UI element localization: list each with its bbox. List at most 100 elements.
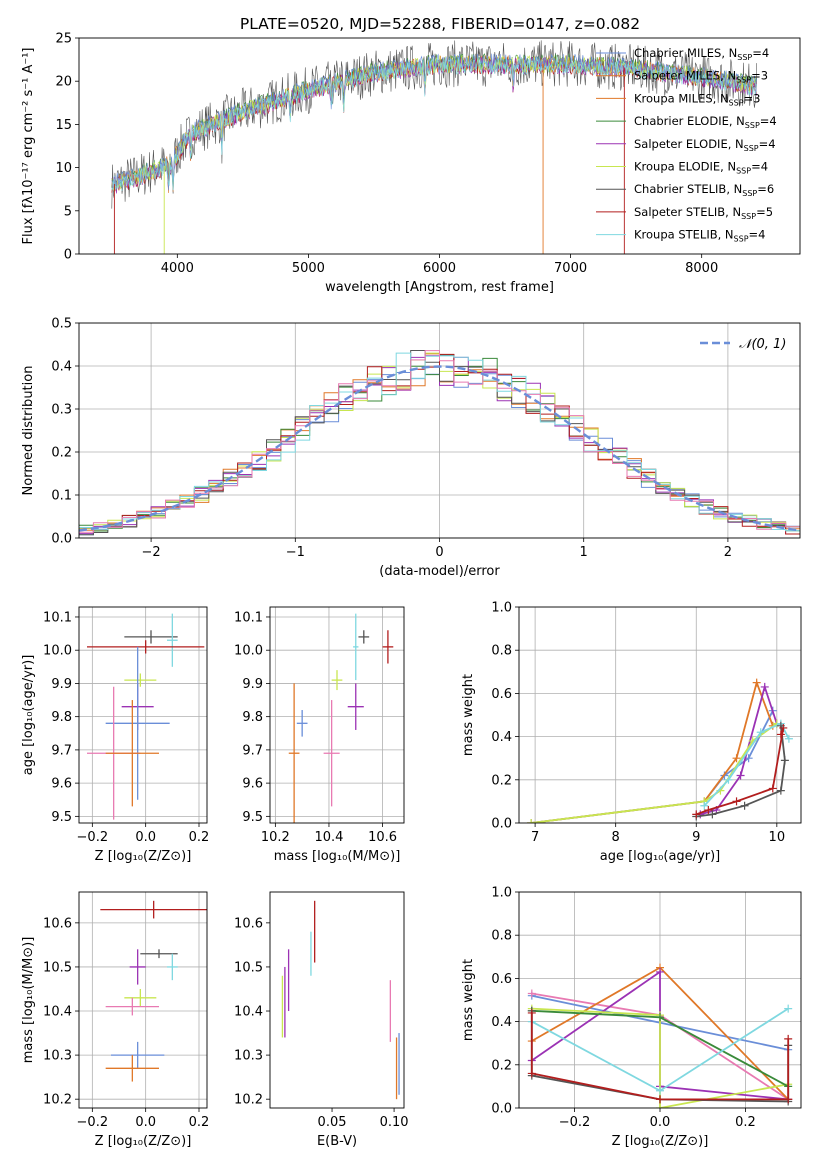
legend-sub: SSP bbox=[744, 144, 759, 153]
plot-area bbox=[270, 607, 404, 823]
x-tick-label: 7 bbox=[531, 830, 539, 845]
legend-entry: Chabrier ELODIE, NSSP=4 bbox=[634, 114, 777, 130]
y-tick-label: 10.6 bbox=[43, 916, 72, 931]
y-tick-label: 5 bbox=[64, 204, 72, 219]
x-axis-label: Z [log₁₀(Z/Z⊙)] bbox=[95, 849, 192, 864]
y-axis-label: mass weight bbox=[461, 959, 476, 1041]
y-tick-label: 0.2 bbox=[51, 446, 72, 461]
axes-frame bbox=[78, 322, 801, 539]
legend-entry: Salpeter STELIB, NSSP=5 bbox=[634, 205, 773, 221]
series-marker bbox=[756, 728, 765, 737]
legend-entry: Salpeter MILES, NSSP=3 bbox=[634, 69, 768, 85]
series-marker bbox=[776, 786, 785, 795]
x-tick-label: 0.10 bbox=[380, 1115, 409, 1130]
y-tick-label: 0.4 bbox=[491, 730, 512, 745]
y-tick-label: 10.3 bbox=[234, 1049, 263, 1064]
legend-sub: SSP bbox=[737, 53, 752, 62]
series-marker bbox=[784, 734, 793, 743]
x-tick-label: 0.0 bbox=[135, 830, 156, 845]
x-tick-label: −2 bbox=[142, 545, 161, 560]
y-tick-label: 0.6 bbox=[491, 972, 512, 987]
spectrum-model-line bbox=[111, 56, 757, 194]
x-tick-label: 0.0 bbox=[135, 1115, 156, 1130]
series-marker bbox=[752, 678, 761, 687]
legend-entry: Chabrier STELIB, NSSP=6 bbox=[634, 182, 774, 198]
y-tick-label: 10.4 bbox=[43, 1005, 72, 1020]
legend-suffix: =4 bbox=[749, 228, 766, 242]
axes-frame bbox=[78, 37, 801, 255]
legend-suffix: =3 bbox=[744, 91, 761, 105]
y-tick-label: 10.2 bbox=[43, 1093, 72, 1108]
x-tick-label: 0.0 bbox=[650, 1115, 671, 1130]
axes-frame bbox=[78, 891, 208, 1109]
series-marker bbox=[700, 801, 709, 810]
series-marker bbox=[656, 1013, 664, 1022]
legend-label: Chabrier ELODIE, N bbox=[634, 114, 745, 128]
x-tick-label: 10.4 bbox=[314, 830, 343, 845]
panel-mass_weight_vs_age: 7 8 9 10 0.0 0.2 0.4 0.6 0.8 1.0 age [log₁₀(age/yr… bbox=[461, 601, 802, 864]
y-tick-label: 1.0 bbox=[491, 886, 512, 901]
histogram-step bbox=[79, 350, 800, 536]
y-tick-label: 9.5 bbox=[242, 810, 263, 825]
x-tick-label: 0.2 bbox=[189, 1115, 210, 1130]
spectrum-data-line bbox=[111, 40, 757, 209]
spectrum-model-line bbox=[111, 53, 757, 191]
x-tick-label: 2 bbox=[724, 545, 732, 560]
legend-entry: Kroupa MILES, NSSP=3 bbox=[634, 91, 760, 107]
series-marker bbox=[656, 1086, 664, 1095]
y-tick-label: 9.5 bbox=[51, 810, 72, 825]
x-axis-label: Z [log₁₀(Z/Z⊙)] bbox=[612, 1134, 709, 1149]
legend-entry: Kroupa ELODIE, NSSP=4 bbox=[634, 160, 768, 176]
y-axis-label: Normed distribution bbox=[21, 366, 36, 496]
y-tick-label: 0.3 bbox=[51, 403, 72, 418]
legend-suffix: =4 bbox=[752, 46, 769, 60]
normal-curve bbox=[79, 365, 800, 532]
axes-frame bbox=[269, 606, 405, 824]
x-tick-label: −0.2 bbox=[77, 830, 109, 845]
plot-area bbox=[79, 323, 800, 538]
panel-age_vs_mass: 10.2 10.4 10.6 9.5 9.6 9.7 9.8 9.9 10.0 10.1 mass … bbox=[234, 606, 405, 864]
legend-suffix: =6 bbox=[757, 182, 774, 196]
y-tick-label: 9.6 bbox=[242, 777, 263, 792]
legend-suffix: =5 bbox=[756, 205, 773, 219]
y-tick-label: 1.0 bbox=[491, 601, 512, 616]
x-tick-label: 0.2 bbox=[189, 830, 210, 845]
panel-spectrum: 4000 5000 6000 7000 8000 0 5 10 15 20 25 wavelength… bbox=[21, 32, 801, 295]
legend-entry: Chabrier MILES, NSSP=4 bbox=[634, 46, 769, 62]
plot-area bbox=[519, 892, 801, 1108]
series-marker bbox=[784, 1004, 793, 1013]
y-tick-label: 10.4 bbox=[234, 1005, 263, 1020]
legend-label: 𝒩(0, 1) bbox=[739, 337, 786, 352]
x-tick-label: 7000 bbox=[554, 261, 587, 276]
panel-mass_vs_Z: −0.2 0.0 0.2 10.2 10.3 10.4 10.5 10.6 Z [log₁₀(Z… bbox=[21, 891, 210, 1149]
x-axis-label: age [log₁₀(age/yr)] bbox=[600, 849, 721, 864]
y-tick-label: 0.1 bbox=[51, 489, 72, 504]
legend-sub: SSP bbox=[741, 212, 756, 221]
series-line bbox=[531, 1007, 789, 1108]
y-tick-label: 10.0 bbox=[43, 644, 72, 659]
y-tick-label: 0.4 bbox=[491, 1015, 512, 1030]
legend-suffix: =3 bbox=[751, 69, 768, 83]
series-marker bbox=[704, 806, 713, 815]
legend-label: Salpeter STELIB, N bbox=[634, 205, 741, 219]
x-tick-label: 8000 bbox=[685, 261, 718, 276]
series-marker bbox=[527, 819, 536, 823]
y-tick-label: 9.7 bbox=[242, 743, 263, 758]
legend-label: Kroupa ELODIE, N bbox=[634, 160, 736, 174]
y-tick-label: 0.2 bbox=[491, 773, 512, 788]
y-tick-label: 9.8 bbox=[242, 710, 263, 725]
x-tick-label: 6000 bbox=[423, 261, 456, 276]
x-axis-label: (data-model)/error bbox=[379, 564, 500, 579]
legend-suffix: =4 bbox=[751, 160, 768, 174]
y-tick-label: 9.9 bbox=[242, 677, 263, 692]
x-tick-label: 8 bbox=[612, 830, 620, 845]
y-tick-label: 10.3 bbox=[43, 1049, 72, 1064]
plot-area bbox=[281, 900, 400, 1100]
y-tick-label: 0.8 bbox=[491, 644, 512, 659]
panel-residuals: −2 −1 0 1 2 0.0 0.1 0.2 0.3 0.4 0.5 (data-model)/er… bbox=[21, 317, 801, 579]
legend-label: Kroupa STELIB, N bbox=[634, 228, 734, 242]
series-marker bbox=[780, 756, 789, 765]
series-marker bbox=[732, 797, 741, 806]
y-tick-label: 0.0 bbox=[491, 817, 512, 832]
plot-area bbox=[79, 892, 207, 1108]
